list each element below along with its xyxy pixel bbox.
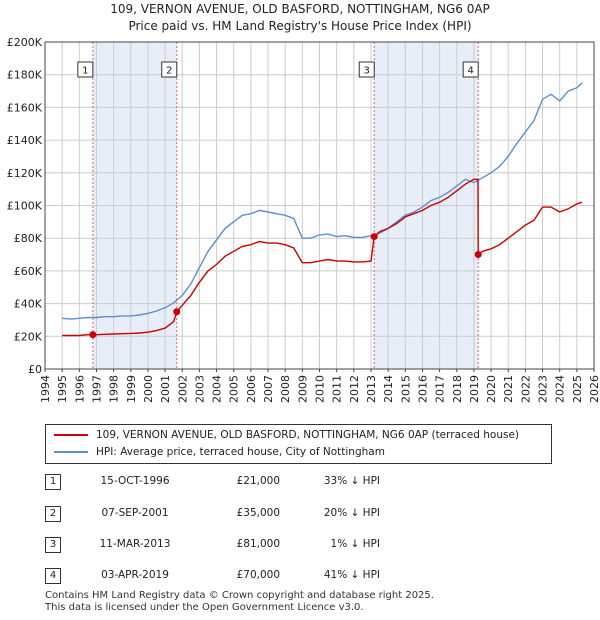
- x-tick-label: 2012: [348, 375, 361, 403]
- y-tick-label: £140K: [7, 134, 43, 147]
- footer-copyright: Contains HM Land Registry data © Crown c…: [45, 590, 434, 601]
- transaction-hpi-diff: 33% ↓ HPI: [323, 475, 380, 487]
- x-tick-label: 1997: [90, 375, 103, 403]
- x-tick-label: 2007: [262, 375, 275, 403]
- transaction-date: 03-APR-2019: [101, 569, 169, 581]
- table-row: 3 11-MAR-2013 £81,000 1% ↓ HPI: [45, 537, 565, 555]
- x-tick-label: 2003: [193, 375, 206, 403]
- x-tick-label: 2017: [434, 375, 447, 403]
- y-tick-label: £180K: [7, 69, 43, 82]
- x-tick-label: 2011: [331, 375, 344, 403]
- table-row: 4 03-APR-2019 £70,000 41% ↓ HPI: [45, 568, 565, 586]
- x-tick-label: 2020: [485, 375, 498, 403]
- x-tick-label: 2026: [588, 375, 600, 403]
- sale-number-box: [462, 61, 479, 78]
- sale-point: [474, 251, 482, 259]
- legend-swatch-property: [54, 434, 88, 436]
- transaction-price: £21,000: [236, 475, 280, 487]
- x-tick-label: 2024: [554, 375, 567, 403]
- x-tick-label: 2021: [502, 375, 515, 403]
- transaction-price: £81,000: [236, 538, 280, 550]
- x-tick-label: 2008: [279, 375, 292, 403]
- sale-number-label: 1: [82, 66, 88, 77]
- x-tick-label: 2013: [365, 375, 378, 403]
- x-tick-label: 2004: [211, 375, 224, 403]
- chart-axes: £0 £20K £40K £60K £80K £100K £120K £140K £160K £1…: [7, 36, 600, 403]
- transaction-hpi-diff: 1% ↓ HPI: [330, 538, 380, 550]
- price-chart: 1 2 3 4 £0 £20K £40K £60K £80K £100K £120K £140K £1…: [7, 36, 600, 403]
- legend-label-property: 109, VERNON AVENUE, OLD BASFORD, NOTTING…: [96, 429, 520, 441]
- sale-number-label: 2: [166, 66, 172, 77]
- transaction-number: 1: [45, 474, 61, 490]
- x-tick-label: 2025: [571, 375, 584, 403]
- sale-points: [89, 233, 482, 339]
- sale-number-box: [161, 61, 178, 78]
- x-tick-label: 2000: [142, 375, 155, 403]
- sale-number-box: [358, 61, 375, 78]
- footer-licence: This data is licensed under the Open Gov…: [45, 602, 364, 613]
- x-tick-label: 1996: [73, 375, 86, 403]
- legend-swatch-hpi: [54, 451, 88, 453]
- chart-title-line1: 109, VERNON AVENUE, OLD BASFORD, NOTTING…: [110, 2, 490, 16]
- sale-number-label: 4: [468, 66, 474, 77]
- y-tick-label: £200K: [7, 36, 43, 49]
- x-tick-label: 2014: [382, 375, 395, 403]
- transaction-number: 3: [45, 537, 61, 553]
- transaction-hpi-diff: 20% ↓ HPI: [323, 507, 380, 519]
- transaction-date: 15-OCT-1996: [100, 475, 170, 487]
- sale-number-label: 3: [364, 66, 370, 77]
- chart-gridlines: [44, 41, 595, 370]
- x-tick-label: 1994: [39, 375, 52, 403]
- legend-item-hpi: HPI: Average price, terraced house, City…: [54, 444, 385, 460]
- legend-item-property: 109, VERNON AVENUE, OLD BASFORD, NOTTING…: [54, 427, 519, 443]
- transaction-date: 11-MAR-2013: [99, 538, 171, 550]
- x-tick-label: 2019: [468, 375, 481, 403]
- hpi-series-line: [62, 82, 583, 320]
- y-tick-label: £40K: [14, 298, 43, 311]
- x-tick-label: 2002: [176, 375, 189, 403]
- transaction-number: 2: [45, 506, 61, 522]
- x-tick-label: 2006: [245, 375, 258, 403]
- chart-series: [62, 82, 583, 337]
- x-tick-label: 1995: [56, 375, 69, 403]
- x-tick-label: 2022: [519, 375, 532, 403]
- x-tick-label: 1998: [108, 375, 121, 403]
- chart-title-line2: Price paid vs. HM Land Registry's House …: [128, 19, 472, 33]
- x-tick-label: 2016: [416, 375, 429, 403]
- x-tick-label: 2005: [228, 375, 241, 403]
- x-tick-label: 2009: [296, 375, 309, 403]
- y-tick-label: £160K: [7, 101, 43, 114]
- transaction-hpi-diff: 41% ↓ HPI: [323, 569, 380, 581]
- chart-legend: 109, VERNON AVENUE, OLD BASFORD, NOTTING…: [45, 424, 552, 464]
- y-tick-label: £80K: [14, 232, 43, 245]
- y-tick-label: £60K: [14, 265, 43, 278]
- sale-number-boxes: 1 2 3 4: [77, 61, 479, 78]
- table-row: 1 15-OCT-1996 £21,000 33% ↓ HPI: [45, 474, 565, 492]
- property-series-line: [62, 178, 583, 337]
- x-tick-label: 2023: [537, 375, 550, 403]
- transaction-date: 07-SEP-2001: [101, 507, 169, 519]
- y-tick-label: £100K: [7, 200, 43, 213]
- x-tick-label: 2010: [314, 375, 327, 403]
- y-tick-label: £0: [28, 363, 42, 376]
- legend-label-hpi: HPI: Average price, terraced house, City…: [96, 446, 385, 458]
- sale-point: [89, 331, 97, 339]
- sale-point: [370, 233, 378, 241]
- y-tick-label: £120K: [7, 167, 43, 180]
- x-tick-label: 1999: [125, 375, 138, 403]
- x-tick-label: 2018: [451, 375, 464, 403]
- x-tick-label: 2001: [159, 375, 172, 403]
- transaction-price: £35,000: [236, 507, 280, 519]
- y-tick-label: £20K: [14, 330, 43, 343]
- sale-number-box: [77, 61, 94, 78]
- transaction-price: £70,000: [236, 569, 280, 581]
- transaction-number: 4: [45, 568, 61, 584]
- sale-point: [173, 308, 181, 316]
- table-row: 2 07-SEP-2001 £35,000 20% ↓ HPI: [45, 506, 565, 524]
- x-tick-label: 2015: [399, 375, 412, 403]
